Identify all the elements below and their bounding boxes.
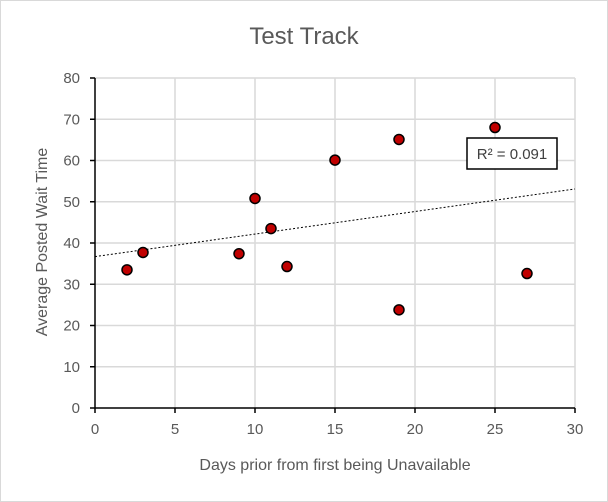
- x-tick-label: 0: [91, 421, 99, 438]
- chart-title: Test Track: [249, 23, 359, 50]
- y-tick-label: 10: [63, 359, 80, 376]
- data-point: [521, 267, 533, 280]
- gridlines: [95, 77, 576, 408]
- y-tick-label: 70: [63, 111, 80, 128]
- x-tick-label: 10: [247, 421, 264, 438]
- tick-labels: 0 5 10 15 20 25 30 0 10 20 30 40 50 60 70 80: [63, 70, 583, 438]
- x-tick-label: 5: [171, 421, 179, 438]
- data-points: [121, 121, 533, 316]
- data-point: [233, 247, 245, 260]
- y-tick-label: 40: [63, 235, 80, 252]
- x-tick-label: 20: [407, 421, 424, 438]
- data-point: [393, 133, 405, 146]
- axes: [90, 77, 576, 413]
- trendline-group: [94, 188, 576, 258]
- y-tick-label: 20: [63, 318, 80, 335]
- y-tick-label: 80: [63, 70, 80, 87]
- y-tick-label: 60: [63, 153, 80, 170]
- data-point: [137, 246, 149, 259]
- y-tick-label: 0: [72, 400, 80, 417]
- data-point: [393, 304, 405, 316]
- y-tick-label: 30: [63, 276, 80, 293]
- r-squared-label: R² = 0.091: [477, 146, 547, 163]
- data-point: [489, 121, 501, 134]
- r-squared-box: R² = 0.091: [466, 137, 558, 170]
- data-point: [249, 192, 261, 205]
- r-squared-frame: [466, 137, 558, 170]
- x-tick-label: 15: [327, 421, 344, 438]
- data-point: [281, 260, 293, 273]
- data-point: [121, 264, 133, 276]
- y-tick-label: 50: [63, 194, 80, 211]
- trendline: [94, 188, 576, 258]
- data-point: [329, 154, 341, 166]
- x-tick-label: 30: [567, 421, 584, 438]
- y-axis-label: Average Posted Wait Time: [34, 148, 51, 337]
- x-axis-label: Days prior from first being Unavailable: [199, 457, 470, 474]
- data-point: [265, 222, 277, 235]
- x-tick-label: 25: [487, 421, 504, 438]
